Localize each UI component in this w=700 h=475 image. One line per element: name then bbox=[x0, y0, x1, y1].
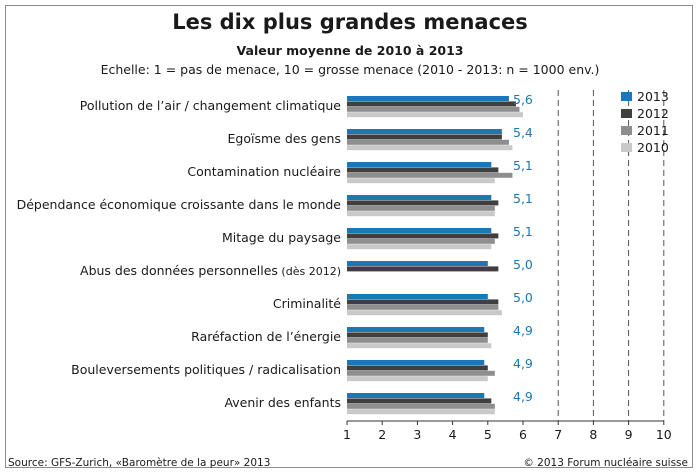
x-tick-label: 7 bbox=[554, 427, 562, 442]
x-tick-label: 3 bbox=[413, 427, 421, 442]
bar-2012 bbox=[347, 332, 488, 338]
bar-2011 bbox=[347, 337, 488, 343]
category-label: Mitage du paysage bbox=[222, 230, 341, 245]
value-label: 5,4 bbox=[513, 125, 533, 140]
category-label: Pollution de l’air / changement climatiq… bbox=[80, 98, 342, 113]
category-label: Criminalité bbox=[273, 296, 341, 311]
x-tick-label: 8 bbox=[589, 427, 597, 442]
x-tick-label: 4 bbox=[449, 427, 457, 442]
bar-2013 bbox=[347, 294, 488, 299]
value-label: 4,9 bbox=[513, 389, 533, 404]
bar-2011 bbox=[347, 106, 520, 112]
bar-2011 bbox=[347, 205, 495, 211]
legend-item-2010: 2010 bbox=[621, 139, 679, 156]
bar-2012 bbox=[347, 398, 492, 404]
x-tick-label: 5 bbox=[484, 427, 492, 442]
category-label: Avenir des enfants bbox=[224, 395, 341, 410]
category-label: Raréfaction de l’énergie bbox=[191, 329, 341, 344]
legend-label-2010: 2010 bbox=[637, 140, 669, 155]
bar-2011 bbox=[347, 139, 509, 145]
bar-2012 bbox=[347, 365, 488, 371]
legend: 2013 2012 2011 2010 bbox=[621, 88, 679, 156]
bar-2012 bbox=[347, 233, 499, 239]
value-label: 4,9 bbox=[513, 356, 533, 371]
value-label: 5,0 bbox=[513, 290, 533, 305]
bar-2011 bbox=[347, 238, 495, 244]
legend-item-2011: 2011 bbox=[621, 122, 679, 139]
copyright-note: © 2013 Forum nucléaire suisse bbox=[523, 457, 688, 469]
bar-2010 bbox=[347, 112, 523, 118]
legend-swatch-2012 bbox=[621, 109, 632, 118]
bar-2012 bbox=[347, 266, 499, 272]
bar-2013 bbox=[347, 261, 488, 266]
source-note: Source: GFS-Zurich, «Baromètre de la peu… bbox=[8, 457, 271, 469]
bar-2010 bbox=[347, 409, 495, 415]
bar-2011 bbox=[347, 370, 495, 376]
value-label: 5,1 bbox=[513, 191, 533, 206]
bar-2010 bbox=[347, 211, 495, 217]
chart-title: Les dix plus grandes menaces bbox=[172, 10, 528, 34]
legend-item-2012: 2012 bbox=[621, 105, 679, 122]
value-label: 5,0 bbox=[513, 257, 533, 272]
category-label: Bouleversements politiques / radicalisat… bbox=[71, 362, 341, 377]
bar-2010 bbox=[347, 178, 495, 184]
legend-swatch-2013 bbox=[621, 92, 632, 101]
bar-2011 bbox=[347, 304, 499, 310]
x-tick-label: 9 bbox=[625, 427, 633, 442]
x-tick-label: 6 bbox=[519, 427, 527, 442]
category-label: Abus des données personnelles (dès 2012) bbox=[80, 263, 341, 278]
bar-2013 bbox=[347, 96, 509, 101]
chart-frame bbox=[5, 5, 693, 468]
legend-label-2011: 2011 bbox=[637, 123, 669, 138]
bar-2013 bbox=[347, 393, 485, 398]
bar-2013 bbox=[347, 360, 485, 365]
legend-label-2012: 2012 bbox=[637, 106, 669, 121]
bar-2013 bbox=[347, 162, 492, 167]
legend-item-2013: 2013 bbox=[621, 88, 679, 105]
value-label: 5,6 bbox=[513, 92, 533, 107]
bar-2011 bbox=[347, 403, 495, 409]
category-label: Contamination nucléaire bbox=[187, 164, 341, 179]
bar-2012 bbox=[347, 299, 499, 305]
chart-subtitle: Valeur moyenne de 2010 à 2013 bbox=[236, 43, 464, 58]
bar-2010 bbox=[347, 343, 492, 349]
legend-swatch-2011 bbox=[621, 126, 632, 135]
category-label: Dépendance économique croissante dans le… bbox=[17, 197, 342, 212]
value-label: 4,9 bbox=[513, 323, 533, 338]
bar-2010 bbox=[347, 376, 488, 382]
bar-2010 bbox=[347, 310, 502, 316]
bar-2012 bbox=[347, 200, 499, 206]
bar-2012 bbox=[347, 134, 502, 140]
scale-note: Echelle: 1 = pas de menace, 10 = grosse … bbox=[100, 62, 600, 77]
bar-2013 bbox=[347, 129, 502, 134]
bar-2011 bbox=[347, 172, 513, 178]
bar-2012 bbox=[347, 101, 516, 107]
category-label: Egoïsme des gens bbox=[228, 131, 341, 146]
x-tick-label: 10 bbox=[656, 427, 672, 442]
bar-2013 bbox=[347, 228, 492, 233]
bar-2013 bbox=[347, 327, 485, 332]
bar-2012 bbox=[347, 167, 499, 173]
legend-swatch-2010 bbox=[621, 143, 632, 152]
bar-2010 bbox=[347, 145, 513, 151]
legend-label-2013: 2013 bbox=[637, 89, 669, 104]
value-label: 5,1 bbox=[513, 224, 533, 239]
x-tick-label: 2 bbox=[378, 427, 386, 442]
value-label: 5,1 bbox=[513, 158, 533, 173]
bar-2010 bbox=[347, 244, 492, 250]
bar-2013 bbox=[347, 195, 492, 200]
x-tick-label: 1 bbox=[343, 427, 351, 442]
